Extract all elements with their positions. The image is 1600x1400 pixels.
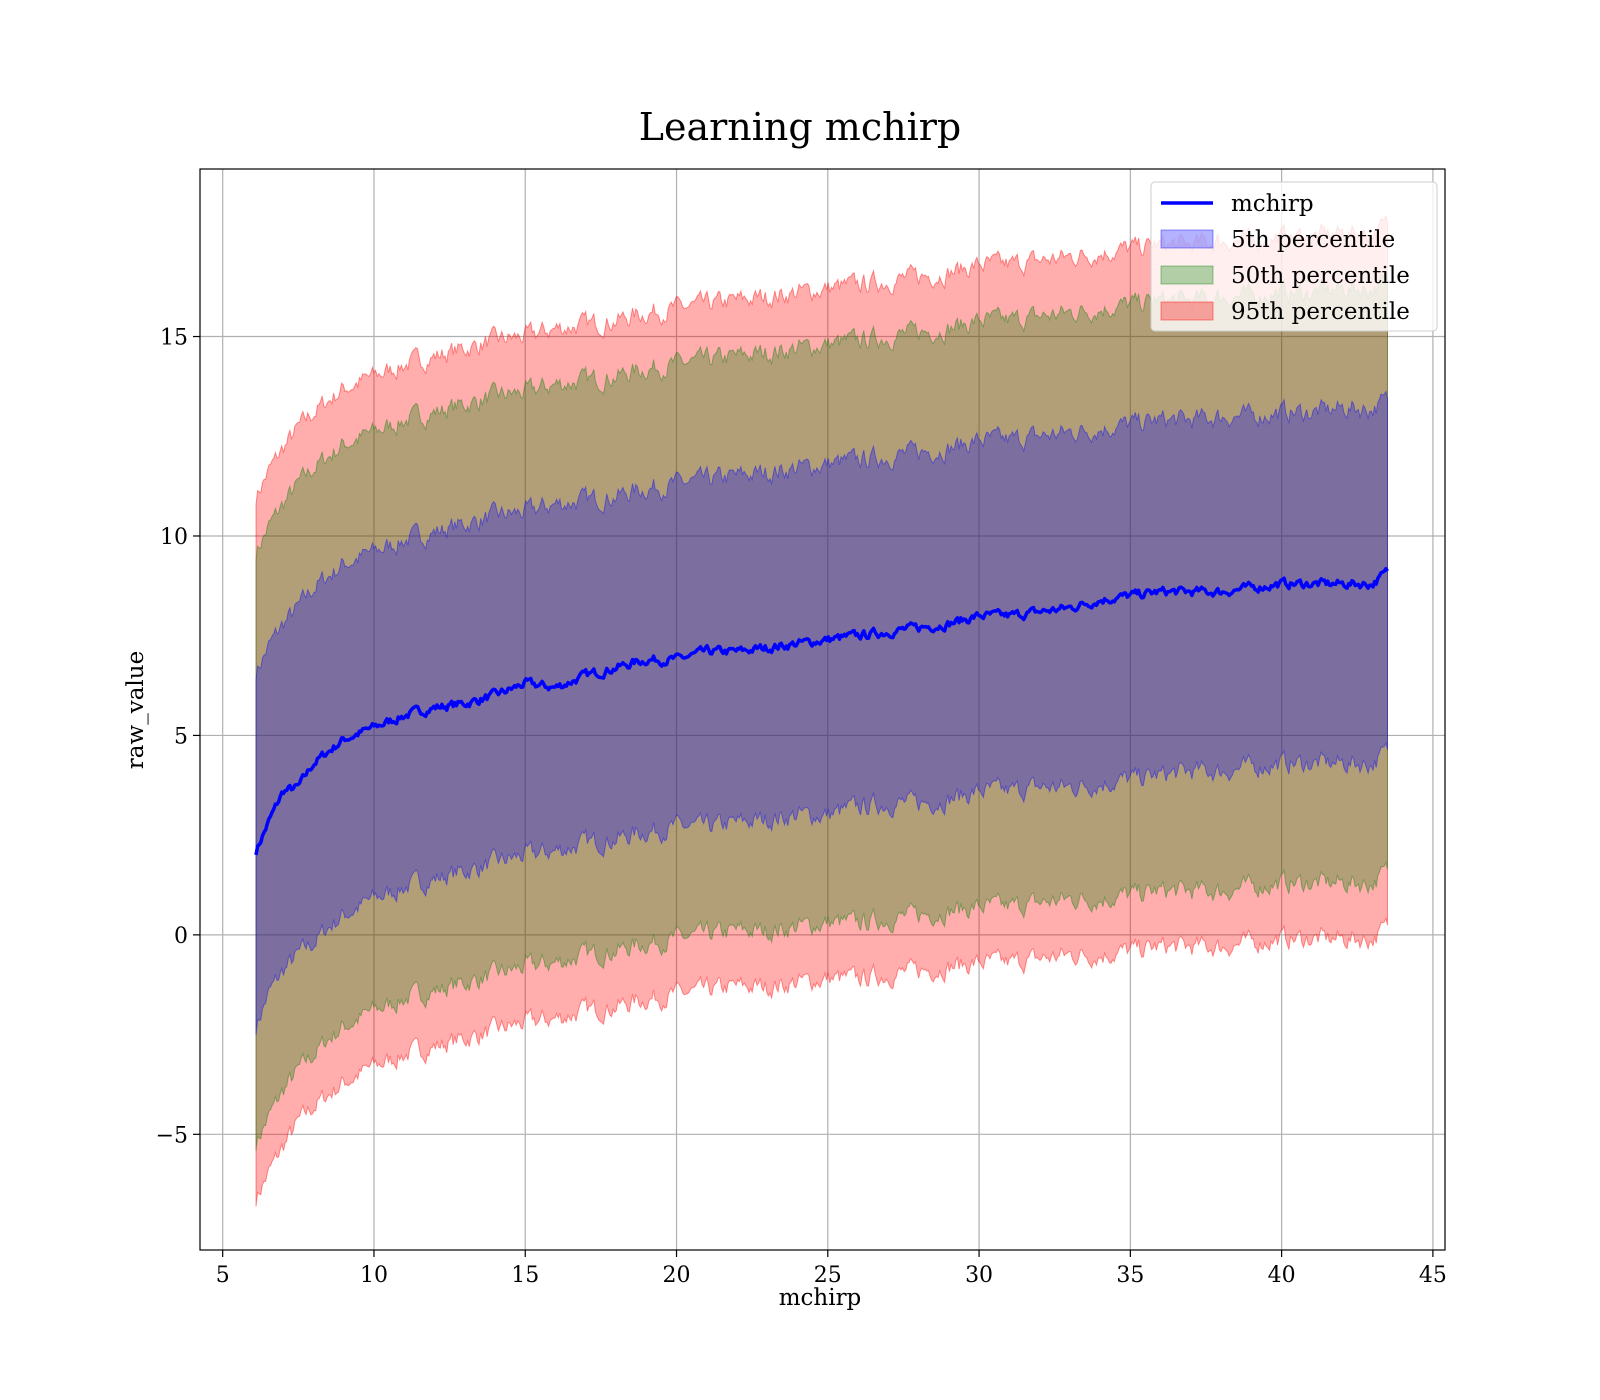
x-tick-label: 25: [814, 1263, 842, 1288]
y-tick-label: 0: [174, 924, 188, 949]
x-tick-label: 30: [965, 1263, 993, 1288]
axes-frame: [199, 168, 1446, 1251]
band-5th-percentile: [255, 389, 1388, 1036]
line-mchirp: [254, 566, 1389, 856]
legend-swatch-band: [1160, 229, 1214, 249]
y-tick-label: 15: [160, 326, 188, 351]
band-95th-percentile: [255, 214, 1388, 1207]
y-tick-label: 5: [174, 724, 188, 749]
x-tick-label: 10: [360, 1263, 388, 1288]
x-tick-label: 35: [1116, 1263, 1144, 1288]
x-tick-label: 20: [663, 1263, 691, 1288]
legend-swatch-band: [1160, 301, 1214, 321]
legend-box: [1150, 181, 1438, 332]
y-axis-label: raw_value: [123, 651, 149, 769]
legend-label: mchirp: [1231, 191, 1314, 217]
series-lines: [254, 566, 1389, 856]
legend-label: 5th percentile: [1231, 227, 1395, 253]
x-tick-label: 40: [1268, 1263, 1296, 1288]
y-axis-ticks: −5 0 5 10 15: [156, 326, 200, 1148]
x-tick-label: 5: [216, 1263, 230, 1288]
legend-swatch-band: [1160, 265, 1214, 285]
x-axis-ticks: 5 10 15 20 25 30 35 40 45: [216, 1250, 1447, 1288]
band-50th-percentile: [255, 270, 1388, 1151]
percentile-bands: [255, 214, 1388, 1207]
legend-label: 50th percentile: [1231, 263, 1410, 289]
y-tick-label: −5: [156, 1123, 188, 1148]
plot-area: [199, 168, 1446, 1251]
x-tick-label: 45: [1419, 1263, 1447, 1288]
x-tick-label: 15: [511, 1263, 539, 1288]
y-tick-label: 10: [160, 525, 188, 550]
legend: mchirp 5th percentile 50th percentile 95th …: [1150, 181, 1438, 332]
x-axis-label: mchirp: [779, 1285, 862, 1311]
chart-title: Learning mchirp: [639, 105, 961, 149]
legend-label: 95th percentile: [1231, 299, 1410, 325]
grid: [200, 169, 1445, 1250]
